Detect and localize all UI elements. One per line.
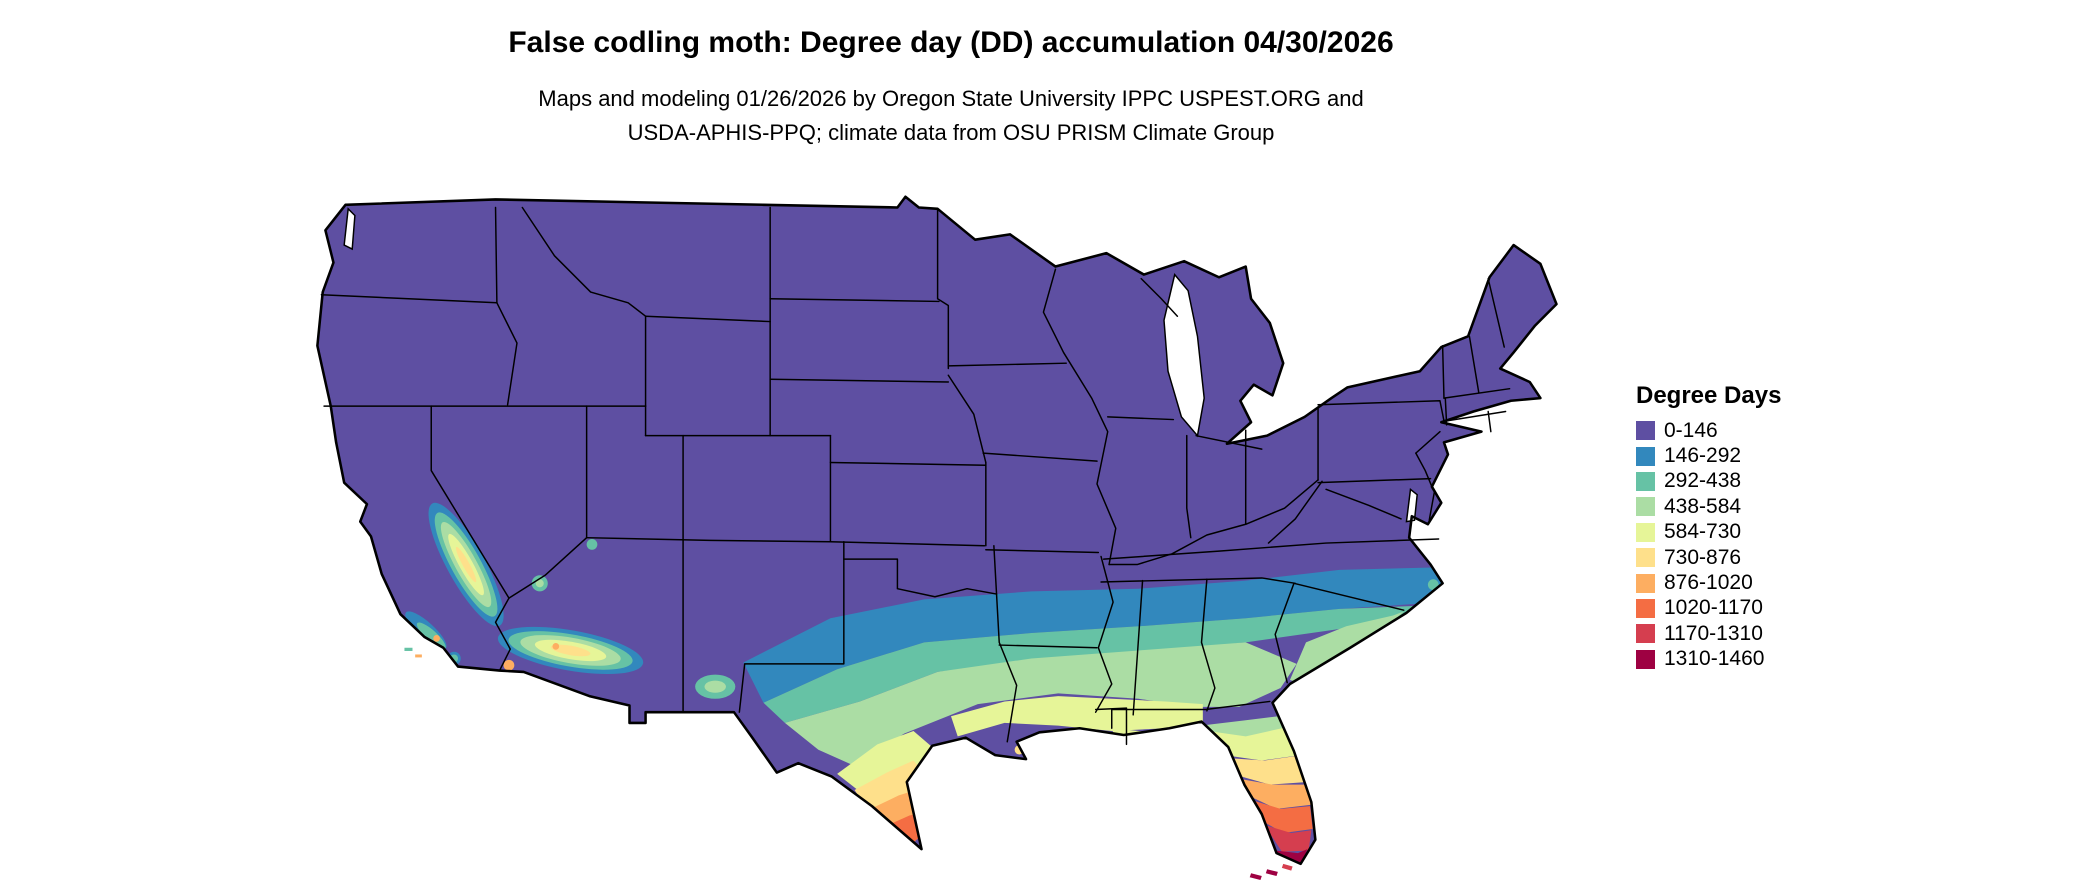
legend-title: Degree Days <box>1636 382 1782 409</box>
zone-base-0-146 <box>317 196 1557 864</box>
legend-swatch <box>1636 649 1655 669</box>
legend-item: 292-438 <box>1636 469 1781 494</box>
legend-label: 1310-1460 <box>1664 647 1765 671</box>
degree-days-legend: Degree Days 0-146 146-292 292-438 438-58… <box>1636 382 1781 672</box>
legend-swatch <box>1636 421 1655 441</box>
channel-island <box>404 647 413 651</box>
legend-item: 730-876 <box>1636 545 1781 570</box>
zone-socal-coast <box>405 611 461 666</box>
florida-keys <box>1249 873 1262 880</box>
page-title: False codling moth: Degree day (DD) accu… <box>508 26 1394 59</box>
legend-label: 146-292 <box>1664 444 1742 468</box>
legend-label: 438-584 <box>1664 494 1742 518</box>
legend-label: 292-438 <box>1664 469 1742 493</box>
legend-label: 730-876 <box>1664 545 1742 569</box>
florida-keys <box>1281 863 1293 871</box>
legend-label: 1020-1170 <box>1664 596 1763 620</box>
zone-coastal-plain-438-584 <box>1289 611 1404 683</box>
legend-swatch <box>1636 522 1655 542</box>
channel-island <box>415 654 422 658</box>
zone-small-pockets <box>531 539 1439 755</box>
legend-swatch <box>1636 497 1655 517</box>
zone-fl-876-1020 <box>1241 779 1312 809</box>
zone-band-438-584 <box>784 642 1297 766</box>
offshore-islands <box>404 647 1293 880</box>
map-svg <box>316 195 1558 880</box>
florida-keys <box>1265 869 1278 876</box>
legend-item: 146-292 <box>1636 443 1781 468</box>
degree-day-zones <box>317 196 1557 864</box>
legend-item: 584-730 <box>1636 520 1781 545</box>
chesapeake-bay <box>1405 487 1418 523</box>
zone-az <box>497 626 644 675</box>
legend-item: 438-584 <box>1636 494 1781 519</box>
conus-outline <box>316 195 1558 866</box>
legend-swatch <box>1636 446 1655 466</box>
zone-gulf-fringe-584-730 <box>951 696 1203 737</box>
legend-item: 1310-1460 <box>1636 647 1781 672</box>
zone-fl-1020-1170 <box>1253 800 1313 833</box>
legend-swatch <box>1636 598 1655 618</box>
legend-swatch <box>1636 548 1655 568</box>
us-degree-day-map <box>308 186 1594 884</box>
legend-item: 876-1020 <box>1636 570 1781 595</box>
legend-swatch <box>1636 624 1655 644</box>
legend-item: 1170-1310 <box>1636 621 1781 646</box>
legend-label: 876-1020 <box>1664 571 1753 595</box>
legend-label: 1170-1310 <box>1664 621 1763 645</box>
legend-swatch <box>1636 573 1655 593</box>
zone-fl-1170-1310 <box>1264 824 1312 852</box>
legend-label: 0-146 <box>1664 418 1718 442</box>
page-subtitle: Maps and modeling 01/26/2026 by Oregon S… <box>0 82 1902 150</box>
puget-sound <box>343 207 356 251</box>
lakes <box>343 207 1418 523</box>
subtitle-line-2: USDA-APHIS-PPQ; climate data from OSU PR… <box>627 120 1275 145</box>
subtitle-line-1: Maps and modeling 01/26/2026 by Oregon S… <box>538 86 1364 111</box>
legend-item: 1020-1170 <box>1636 596 1781 621</box>
zone-ca-valley <box>428 502 504 627</box>
zone-fl-730-876 <box>1224 755 1308 785</box>
legend-item: 0-146 <box>1636 418 1781 443</box>
zone-band-146-292 <box>743 567 1444 703</box>
legend-label: 584-730 <box>1664 520 1742 544</box>
legend-swatch <box>1636 471 1655 491</box>
zone-band-292-438 <box>763 604 1444 723</box>
